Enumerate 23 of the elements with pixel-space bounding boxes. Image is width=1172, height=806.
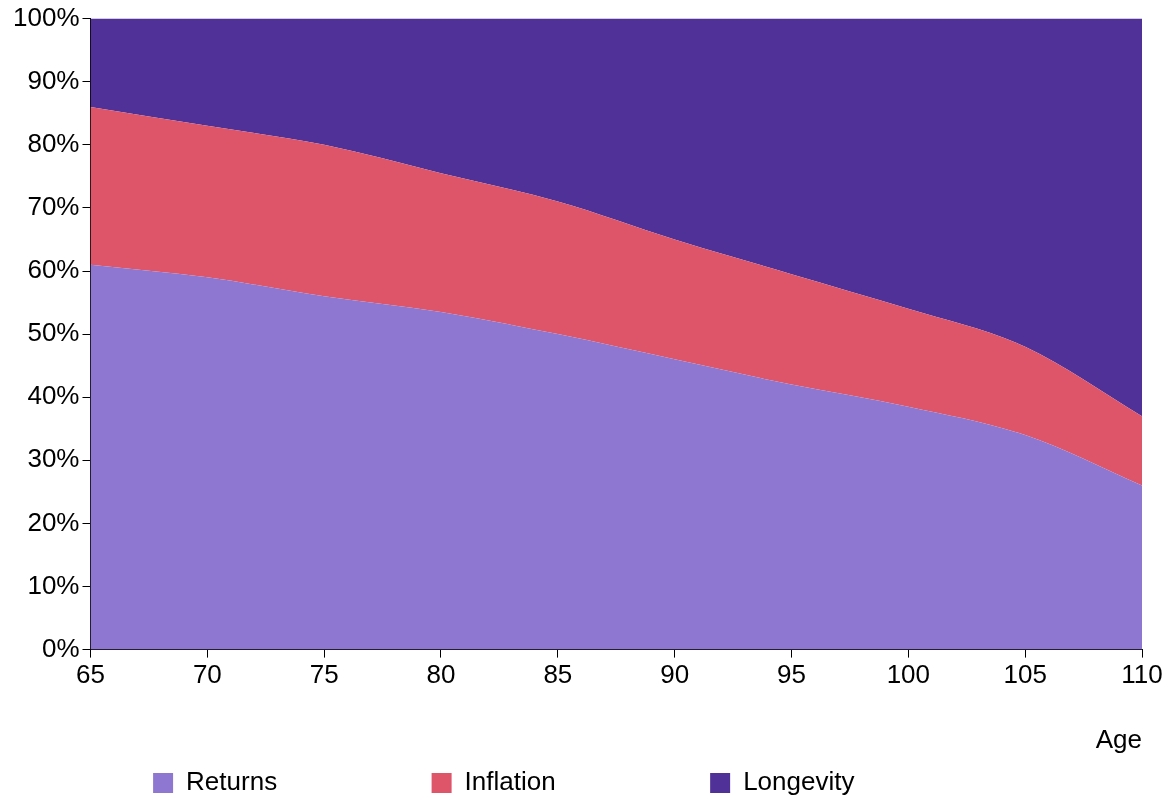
legend-label: Inflation	[464, 766, 701, 797]
x-tick-label: 85	[543, 659, 573, 690]
y-tick-label: 50%	[27, 317, 80, 348]
x-axis-title: Age	[1095, 723, 1142, 754]
y-tick-label: 90%	[27, 64, 80, 95]
x-tick-label: 100	[886, 659, 931, 690]
legend-label: Longevity	[743, 766, 999, 797]
x-tick-label: 70	[192, 659, 222, 690]
x-tick-label: 90	[660, 659, 690, 690]
y-tick-label: 20%	[27, 506, 80, 537]
y-tick-label: 60%	[27, 254, 80, 285]
y-tick-label: 100%	[13, 1, 80, 32]
y-tick-label: 10%	[27, 569, 80, 600]
x-tick-label: 80	[426, 659, 456, 690]
y-tick-label: 30%	[27, 443, 80, 474]
legend-label: Returns	[186, 766, 422, 797]
x-tick-label: 75	[309, 659, 339, 690]
x-tick-label: 105	[1003, 659, 1047, 690]
x-tick-label: 95	[777, 659, 806, 690]
y-tick-label: 70%	[27, 191, 80, 222]
y-tick-label: 40%	[27, 380, 80, 411]
y-tick-label: 80%	[27, 127, 80, 158]
x-tick-label: 110	[1121, 659, 1163, 690]
